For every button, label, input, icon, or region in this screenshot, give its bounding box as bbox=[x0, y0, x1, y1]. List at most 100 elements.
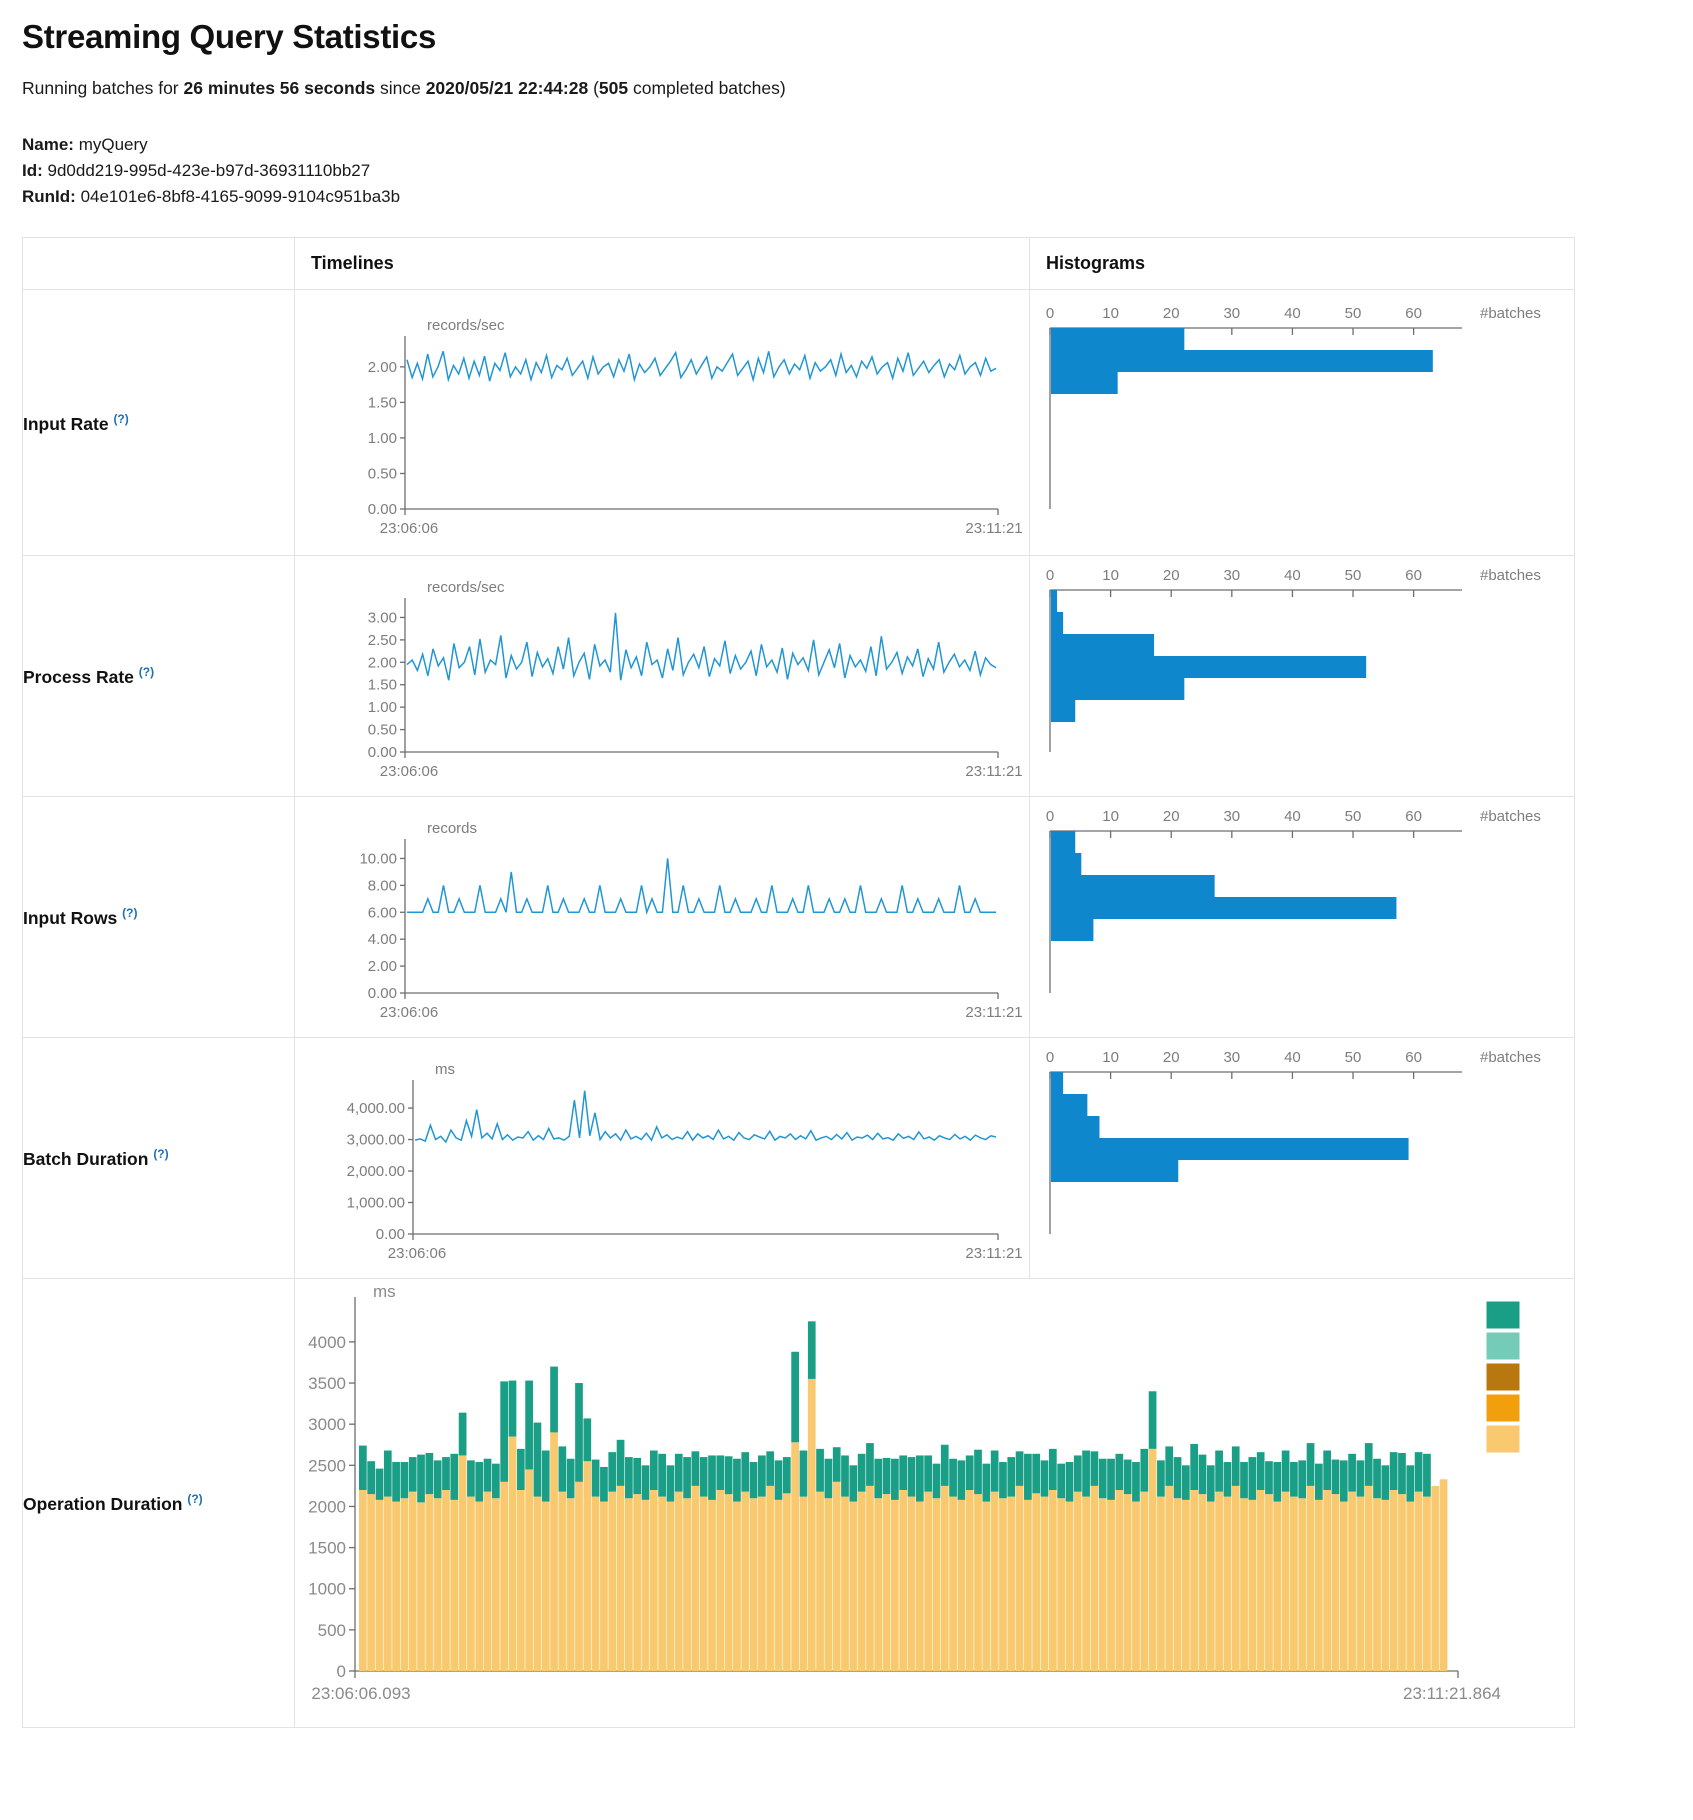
timeline-series-line bbox=[406, 613, 997, 681]
legend-swatch[interactable] bbox=[1485, 1424, 1521, 1454]
operation-duration-bar-base bbox=[1115, 1490, 1124, 1672]
operation-duration-bar-top bbox=[1331, 1460, 1340, 1495]
operation-duration-bar-top bbox=[849, 1465, 858, 1503]
input-rate-timeline-chart[interactable]: records/sec 2.00 1.50 1.00 0.50 0.00 23:06:06 2… bbox=[295, 290, 1028, 555]
help-icon[interactable]: (?) bbox=[122, 906, 138, 921]
svg-text:0.00: 0.00 bbox=[368, 744, 397, 761]
svg-text:0.00: 0.00 bbox=[376, 1226, 405, 1243]
operation-duration-bar-top bbox=[433, 1460, 442, 1499]
operation-duration-bar-base bbox=[940, 1486, 949, 1672]
legend-swatch[interactable] bbox=[1485, 1331, 1521, 1361]
operation-duration-bar-base bbox=[600, 1502, 608, 1672]
operation-duration-bar-top bbox=[417, 1455, 425, 1503]
operation-duration-bar-base bbox=[649, 1490, 658, 1672]
operation-duration-bar-top bbox=[450, 1454, 459, 1501]
operation-duration-bar-base bbox=[1173, 1498, 1182, 1672]
operation-duration-bar-base bbox=[433, 1498, 442, 1672]
summary-since-timestamp: 2020/05/21 22:44:28 bbox=[425, 78, 589, 98]
operation-duration-bar-top bbox=[949, 1459, 957, 1498]
svg-text:10: 10 bbox=[1102, 808, 1119, 825]
help-icon[interactable]: (?) bbox=[153, 1147, 169, 1162]
legend-swatch[interactable] bbox=[1485, 1300, 1521, 1330]
operation-duration-bar-top bbox=[1248, 1457, 1257, 1501]
query-runid-label: RunId: bbox=[22, 186, 76, 206]
operation-duration-bar-top bbox=[625, 1457, 633, 1499]
operation-duration-bar-top bbox=[1381, 1465, 1390, 1501]
timeline-cell-batch-duration: ms 4,000.00 3,000.00 2,000.00 1,000.00 0.00 23… bbox=[294, 1037, 1030, 1280]
help-icon[interactable]: (?) bbox=[187, 1492, 203, 1507]
operation-duration-chart[interactable]: ms 4000 3500 3000 2500 2000 1500 1000 500 0 23:06:… bbox=[295, 1279, 1573, 1727]
row-label-text: Input Rate bbox=[23, 413, 109, 434]
svg-text:2500: 2500 bbox=[308, 1457, 346, 1476]
legend-swatch[interactable] bbox=[1485, 1393, 1521, 1423]
operation-duration-bar-top bbox=[999, 1462, 1007, 1499]
operation-duration-bar-base bbox=[359, 1490, 367, 1672]
operation-duration-bar-base bbox=[774, 1500, 783, 1672]
svg-text:30: 30 bbox=[1223, 567, 1240, 584]
operation-duration-bar-top bbox=[1148, 1391, 1157, 1450]
operation-duration-bar-top bbox=[533, 1423, 542, 1498]
svg-text:23:11:21.864: 23:11:21.864 bbox=[1403, 1684, 1501, 1703]
histogram-bar bbox=[1051, 328, 1185, 351]
svg-text:#batches: #batches bbox=[1480, 305, 1541, 322]
svg-text:6.00: 6.00 bbox=[368, 905, 397, 922]
svg-text:10: 10 bbox=[1102, 1049, 1119, 1066]
operation-duration-bar-top bbox=[1132, 1462, 1140, 1503]
row-label-text: Operation Duration bbox=[23, 1493, 183, 1514]
operation-duration-bar-top bbox=[1165, 1446, 1174, 1487]
operation-duration-bar-top bbox=[583, 1418, 592, 1462]
batch-duration-histogram-chart[interactable]: 0 10 20 30 40 50 60 #batches bbox=[1030, 1038, 1573, 1278]
operation-duration-bar-base bbox=[724, 1494, 733, 1672]
input-rows-timeline-chart[interactable]: records 10.00 8.00 6.00 4.00 2.00 0.00 23:06:06… bbox=[295, 797, 1028, 1037]
operation-duration-bar-base bbox=[442, 1490, 450, 1672]
process-rate-timeline-chart[interactable]: records/sec 3.00 2.50 2.00 1.50 1.00 0.50 0.00 2… bbox=[295, 556, 1028, 796]
operation-duration-bar-top bbox=[566, 1459, 575, 1499]
row-label-process-rate: Process Rate (?) bbox=[22, 555, 295, 798]
operation-duration-bar-top bbox=[990, 1450, 999, 1493]
operation-duration-bar-base bbox=[375, 1500, 384, 1672]
operation-duration-bar-top bbox=[741, 1452, 750, 1493]
operation-duration-bar-base bbox=[425, 1494, 434, 1672]
operation-duration-bar-base bbox=[691, 1486, 700, 1672]
operation-duration-bar-base bbox=[467, 1497, 475, 1672]
svg-text:3500: 3500 bbox=[308, 1375, 346, 1394]
table-row: Batch Duration (?) ms 4,000.00 3,000.00 2,0… bbox=[22, 1037, 1575, 1280]
operation-duration-bar-top bbox=[1123, 1460, 1132, 1495]
row-label-input-rows: Input Rows (?) bbox=[22, 796, 295, 1039]
svg-text:ms: ms bbox=[373, 1282, 396, 1301]
svg-text:50: 50 bbox=[1345, 1049, 1362, 1066]
batch-duration-timeline-chart[interactable]: ms 4,000.00 3,000.00 2,000.00 1,000.00 0.00 23… bbox=[295, 1038, 1028, 1278]
histogram-bar bbox=[1051, 897, 1397, 920]
operation-duration-bar-top bbox=[699, 1457, 708, 1498]
process-rate-histogram-chart[interactable]: 0 10 20 30 40 50 60 #batches bbox=[1030, 556, 1573, 796]
operation-duration-bar-base bbox=[891, 1500, 899, 1672]
input-rows-histogram-chart[interactable]: 0 10 20 30 40 50 60 #batches bbox=[1030, 797, 1573, 1037]
operation-duration-bar-top bbox=[1190, 1444, 1199, 1491]
timeline-cell-input-rows: records 10.00 8.00 6.00 4.00 2.00 0.00 23:06:06… bbox=[294, 796, 1030, 1039]
operation-duration-bar-top bbox=[400, 1462, 409, 1499]
svg-text:0: 0 bbox=[1046, 305, 1054, 322]
operation-duration-bar-top bbox=[965, 1455, 974, 1491]
operation-duration-bar-base bbox=[367, 1494, 376, 1672]
help-icon[interactable]: (?) bbox=[113, 411, 129, 426]
svg-text:1.00: 1.00 bbox=[368, 430, 397, 447]
operation-duration-bar-top bbox=[1157, 1460, 1165, 1498]
operation-duration-bar-top bbox=[550, 1367, 558, 1433]
operation-duration-bar-base bbox=[1215, 1492, 1223, 1672]
svg-text:4000: 4000 bbox=[308, 1333, 346, 1352]
operation-duration-bar-base bbox=[982, 1502, 991, 1672]
operation-duration-bar-top bbox=[807, 1321, 816, 1380]
operation-duration-bar-base bbox=[1198, 1494, 1207, 1672]
legend-swatch[interactable] bbox=[1485, 1362, 1521, 1392]
svg-text:10: 10 bbox=[1102, 305, 1119, 322]
operation-duration-bar-base bbox=[1265, 1494, 1273, 1672]
input-rate-histogram-chart[interactable]: 0 10 20 30 40 50 60 #batches bbox=[1030, 290, 1573, 555]
header-cell-timelines: Timelines bbox=[294, 237, 1030, 291]
operation-duration-bar-base bbox=[1298, 1498, 1307, 1672]
help-icon[interactable]: (?) bbox=[138, 665, 155, 680]
svg-text:60: 60 bbox=[1405, 808, 1422, 825]
histogram-bar bbox=[1051, 700, 1076, 723]
query-id-label: Id: bbox=[22, 160, 43, 180]
operation-duration-bar-top bbox=[940, 1445, 949, 1487]
histogram-bar bbox=[1051, 853, 1082, 876]
